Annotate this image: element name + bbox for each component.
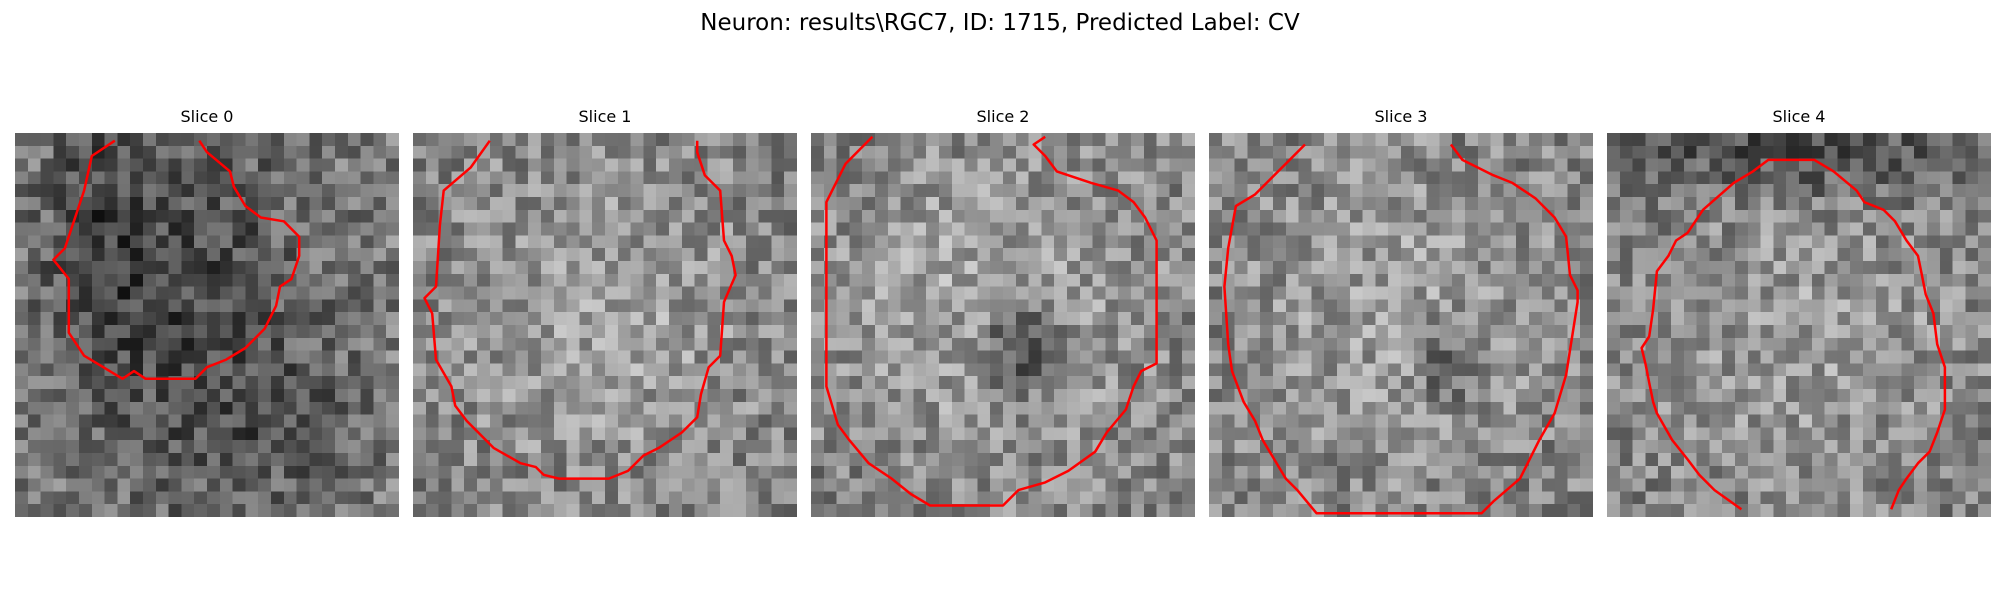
segmentation-contour: [1640, 158, 1947, 511]
slice-image-3: [1209, 133, 1593, 517]
slice-panel-2: Slice 2: [811, 107, 1195, 517]
slice-image-4: [1607, 133, 1991, 517]
slice-title-2: Slice 2: [976, 107, 1030, 126]
segmentation-contour: [825, 135, 1158, 507]
segmentation-contour: [423, 139, 737, 480]
segmentation-contour: [1223, 143, 1579, 515]
pixel-grid: [1209, 133, 1593, 517]
pixel-grid: [1607, 133, 1991, 517]
slice-panel-0: Slice 0: [15, 107, 399, 517]
slice-title-3: Slice 3: [1374, 107, 1428, 126]
segmentation-contour: [52, 139, 301, 381]
slice-panel-4: Slice 4: [1607, 107, 1991, 517]
slice-image-1: [413, 133, 797, 517]
slice-title-4: Slice 4: [1772, 107, 1826, 126]
slice-title-1: Slice 1: [578, 107, 632, 126]
slice-image-2: [811, 133, 1195, 517]
slice-panel-1: Slice 1: [413, 107, 797, 517]
pixel-grid: [413, 133, 797, 517]
pixel-grid: [15, 133, 399, 517]
figure-title: Neuron: results\RGC7, ID: 1715, Predicte…: [700, 10, 1300, 36]
slice-image-0: [15, 133, 399, 517]
slice-title-0: Slice 0: [180, 107, 234, 126]
pixel-grid: [811, 133, 1195, 517]
slice-panel-3: Slice 3: [1209, 107, 1593, 517]
